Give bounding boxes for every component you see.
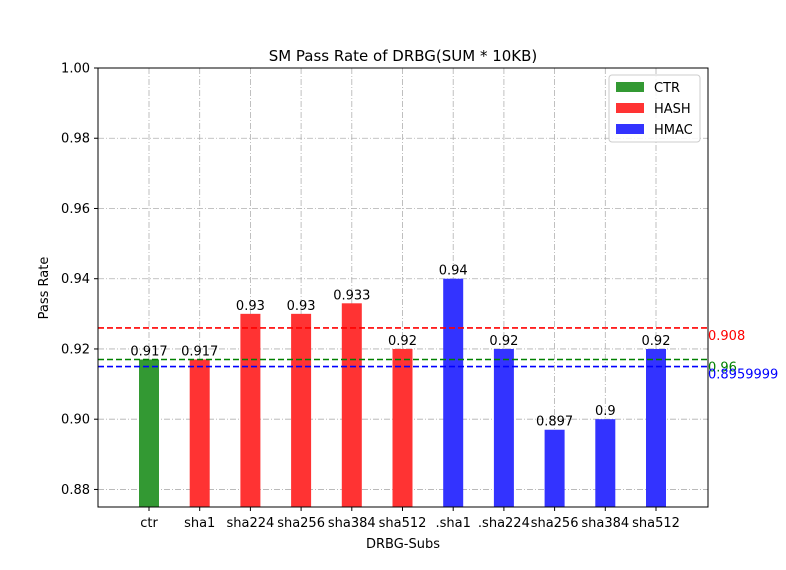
- x-tick-label: sha384: [581, 516, 629, 531]
- x-tick-label: ctr: [140, 516, 158, 531]
- x-tick-label: sha512: [379, 516, 427, 531]
- x-tick-label: sha256: [277, 516, 325, 531]
- bar-value-label: 0.917: [181, 344, 218, 359]
- y-axis-label: Pass Rate: [37, 257, 52, 320]
- x-tick-label: sha512: [632, 516, 680, 531]
- x-tick-label: .sha224: [478, 516, 530, 531]
- y-tick-label: 0.92: [61, 342, 90, 357]
- y-axis: 0.88 0.90 0.92 0.94 0.96 0.98 1.00: [61, 62, 98, 498]
- reference-line-label: 0.8959999: [708, 368, 778, 383]
- bar-value-label: 0.917: [130, 344, 167, 359]
- bar-sha224: [240, 313, 261, 507]
- bar-sha384: [341, 303, 362, 507]
- chart-title: SM Pass Rate of DRBG(SUM * 10KB): [269, 47, 538, 65]
- y-tick-label: 0.94: [61, 272, 90, 287]
- x-tick-label: sha224: [227, 516, 275, 531]
- y-tick-label: 1.00: [61, 62, 90, 77]
- bar-value-label: 0.94: [439, 264, 468, 279]
- y-tick-label: 0.96: [61, 202, 90, 217]
- legend: CTR HASH HMAC: [608, 74, 701, 143]
- legend-swatch: [616, 82, 644, 92]
- x-tick-label: sha384: [328, 516, 376, 531]
- y-tick-label: 0.98: [61, 132, 90, 147]
- legend-swatch: [616, 124, 644, 134]
- bar-sha1: [189, 359, 210, 507]
- value-labels: 0.917 0.917 0.93 0.93 0.933 0.92 0.94 0.92 0.897…: [130, 264, 670, 430]
- legend-label: HASH: [654, 102, 691, 117]
- bar-value-label: 0.93: [287, 299, 316, 314]
- bar-sha512: [392, 348, 413, 507]
- bar-value-label: 0.9: [595, 404, 616, 419]
- x-tick-label: sha256: [531, 516, 579, 531]
- legend-swatch: [616, 103, 644, 113]
- bar-sha256: [291, 313, 312, 507]
- x-axis-label: DRBG-Subs: [366, 537, 440, 552]
- bar-sha512: [646, 348, 666, 507]
- legend-label: CTR: [654, 81, 680, 96]
- bar-value-label: 0.92: [642, 334, 671, 349]
- x-axis: ctr sha1 sha224 sha256 sha384 sha512 .sha1 .sha…: [140, 507, 680, 531]
- bar-value-label: 0.92: [489, 334, 518, 349]
- legend-label: HMAC: [654, 123, 693, 138]
- y-tick-label: 0.90: [61, 413, 90, 428]
- bar-h-sha224: [493, 348, 514, 507]
- bar-h-sha1: [443, 278, 464, 507]
- x-tick-label: .sha1: [436, 516, 471, 531]
- bar-sha384: [595, 419, 616, 507]
- reference-lines: 0.908 0.960.8959999: [98, 327, 778, 383]
- bar-value-label: 0.933: [333, 288, 370, 303]
- reference-line-label: 0.96: [708, 360, 737, 375]
- bar-value-label: 0.92: [388, 334, 417, 349]
- bar-sha256: [544, 429, 565, 507]
- y-tick-label: 0.88: [61, 483, 90, 498]
- x-tick-label: sha1: [184, 516, 215, 531]
- bar-value-label: 0.93: [236, 299, 265, 314]
- reference-line-label: 0.908: [708, 329, 745, 344]
- bars: [139, 278, 666, 507]
- bar-ctr: [139, 359, 159, 507]
- bar-value-label: 0.897: [536, 415, 573, 430]
